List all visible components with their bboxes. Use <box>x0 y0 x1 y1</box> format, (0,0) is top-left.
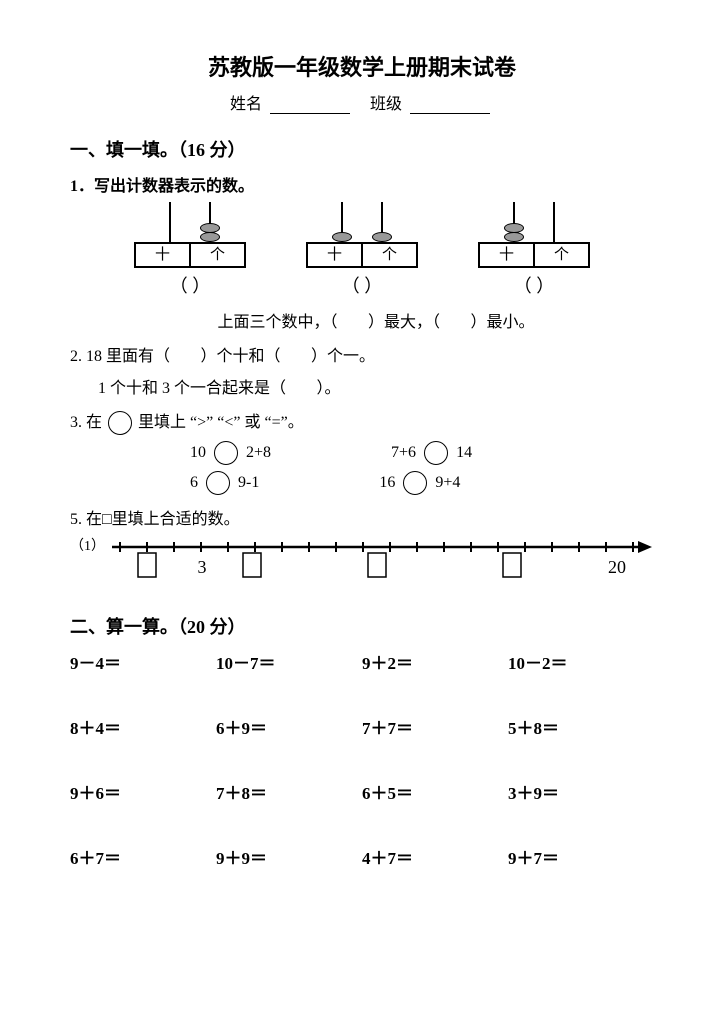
name-label: 姓名 <box>230 96 262 113</box>
q3-prompt-pre: 3. 在 <box>70 414 102 431</box>
calc-cell[interactable]: 6＋7＝ <box>70 844 216 869</box>
number-line-label: 20 <box>608 557 626 577</box>
comp-right: 9-1 <box>238 474 259 492</box>
name-blank[interactable] <box>270 99 350 114</box>
calc-cell[interactable]: 9＋7＝ <box>508 844 654 869</box>
q5-sub-label: （1） <box>70 535 110 555</box>
calc-row: 9＋6＝7＋8＝6＋5＝3＋9＝ <box>70 779 654 804</box>
q1-sentence: 上面三个数中，（ ）最大，（ ）最小。 <box>70 308 654 332</box>
q2-blank-1[interactable] <box>174 345 197 366</box>
number-line-label: 3 <box>198 557 207 577</box>
calc-grid: 9－4＝10－7＝9＋2＝10－2＝8＋4＝6＋9＝7＋7＝5＋8＝9＋6＝7＋… <box>70 649 654 869</box>
calc-cell[interactable]: 8＋4＝ <box>70 714 216 739</box>
q1-sentence-mid: ）最大，（ <box>368 314 440 331</box>
calc-cell[interactable]: 7＋7＝ <box>362 714 508 739</box>
abacus: 十个 （ ） <box>306 202 418 298</box>
class-blank[interactable] <box>410 99 490 114</box>
comp-left: 16 <box>379 474 395 492</box>
circle-blank[interactable] <box>424 441 448 465</box>
calc-row: 9－4＝10－7＝9＋2＝10－2＝ <box>70 649 654 674</box>
calc-row: 8＋4＝6＋9＝7＋7＝5＋8＝ <box>70 714 654 739</box>
section-2-heading: 二、算一算。（20 分） <box>70 613 654 639</box>
q2-line2: 1 个十和 3 个一合起来是（ ）。 <box>70 374 654 398</box>
abacus-answer-paren[interactable]: （ ） <box>342 272 383 298</box>
place-ten: 十 <box>480 244 535 266</box>
comparison-cell: 7+6 14 <box>391 441 472 465</box>
calc-cell[interactable]: 9＋2＝ <box>362 649 508 674</box>
q3-prompt: 3. 在 里填上 “>” “<” 或 “=”。 <box>70 408 654 435</box>
abacus-row: 十个（ ）十个（ ）十个（ ） <box>70 202 654 298</box>
info-line: 姓名 班级 <box>70 90 654 114</box>
q2-line1: 2. 18 里面有（ ）个十和（ ）个一。 <box>70 342 654 366</box>
comp-right: 2+8 <box>246 444 271 462</box>
q2-l1-mid: ）个十和（ <box>201 348 281 365</box>
comparison-cell: 16 9+4 <box>379 471 460 495</box>
class-label: 班级 <box>370 96 402 113</box>
q5-prompt: 5. 在□里填上合适的数。 <box>70 505 654 529</box>
q1-sentence-post: ）最小。 <box>471 314 535 331</box>
comparison-rows: 10 2+8 7+6 14 6 9-1 16 9+4 <box>70 441 654 495</box>
q3-prompt-post: 里填上 “>” “<” 或 “=”。 <box>138 414 304 431</box>
number-line-box[interactable] <box>138 553 156 577</box>
q1-prompt: 1．写出计数器表示的数。 <box>70 172 654 196</box>
calc-cell[interactable]: 6＋5＝ <box>362 779 508 804</box>
number-line-box[interactable] <box>503 553 521 577</box>
q2-l1-pre: 2. 18 里面有（ <box>70 348 170 365</box>
calc-cell[interactable]: 9＋9＝ <box>216 844 362 869</box>
abacus-answer-paren[interactable]: （ ） <box>170 272 211 298</box>
q1-blank-1[interactable] <box>341 311 364 332</box>
abacus-answer-paren[interactable]: （ ） <box>514 272 555 298</box>
number-line: 3 20 <box>110 535 654 583</box>
section-1-heading: 一、填一填。（16 分） <box>70 136 654 162</box>
calc-cell[interactable]: 10－2＝ <box>508 649 654 674</box>
abacus: 十个 （ ） <box>134 202 246 298</box>
abacus: 十个 （ ） <box>478 202 590 298</box>
circle-blank[interactable] <box>214 441 238 465</box>
place-ten: 十 <box>308 244 363 266</box>
calc-cell[interactable]: 9－4＝ <box>70 649 216 674</box>
comp-right: 14 <box>456 444 472 462</box>
q2-l1-post: ）个一。 <box>311 348 375 365</box>
number-line-wrap: （1） 3 20 <box>70 535 654 583</box>
q1-blank-2[interactable] <box>444 311 467 332</box>
comparison-cell: 10 2+8 <box>190 441 271 465</box>
calc-cell[interactable]: 3＋9＝ <box>508 779 654 804</box>
page-title: 苏教版一年级数学上册期末试卷 <box>70 50 654 82</box>
comp-left: 6 <box>190 474 198 492</box>
calc-row: 6＋7＝9＋9＝4＋7＝9＋7＝ <box>70 844 654 869</box>
calc-cell[interactable]: 10－7＝ <box>216 649 362 674</box>
circle-blank[interactable] <box>403 471 427 495</box>
calc-cell[interactable]: 5＋8＝ <box>508 714 654 739</box>
q2-blank-2[interactable] <box>285 345 308 366</box>
comp-right: 9+4 <box>435 474 460 492</box>
place-one: 个 <box>535 244 588 266</box>
calc-cell[interactable]: 7＋8＝ <box>216 779 362 804</box>
comp-left: 10 <box>190 444 206 462</box>
calc-cell[interactable]: 9＋6＝ <box>70 779 216 804</box>
q2-blank-3[interactable] <box>290 377 313 398</box>
circle-blank[interactable] <box>206 471 230 495</box>
number-line-box[interactable] <box>243 553 261 577</box>
circle-icon <box>108 411 132 435</box>
place-ten: 十 <box>136 244 191 266</box>
q1-sentence-pre: 上面三个数中，（ <box>217 314 337 331</box>
place-one: 个 <box>363 244 416 266</box>
comp-left: 7+6 <box>391 444 416 462</box>
number-line-box[interactable] <box>368 553 386 577</box>
q2-l2-post: ）。 <box>317 380 341 397</box>
q2-l2-pre: 1 个十和 3 个一合起来是（ <box>98 380 286 397</box>
comparison-cell: 6 9-1 <box>190 471 259 495</box>
calc-cell[interactable]: 4＋7＝ <box>362 844 508 869</box>
place-one: 个 <box>191 244 244 266</box>
comparison-row: 10 2+8 7+6 14 <box>70 441 654 465</box>
calc-cell[interactable]: 6＋9＝ <box>216 714 362 739</box>
comparison-row: 6 9-1 16 9+4 <box>70 471 654 495</box>
